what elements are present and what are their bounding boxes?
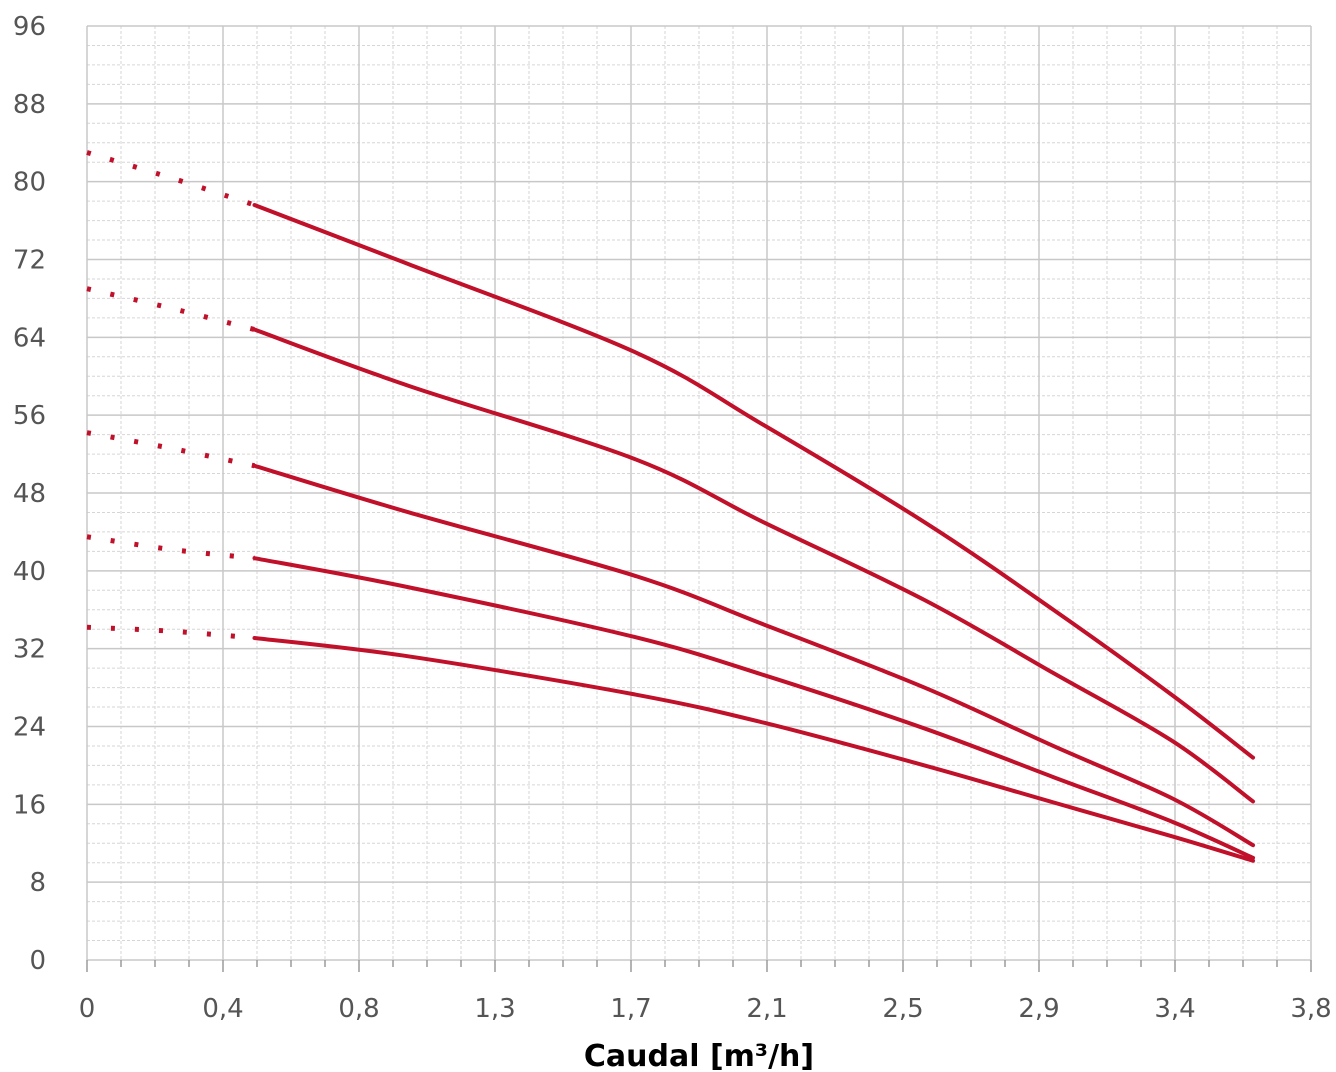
- y-tick-label: 96: [13, 12, 46, 42]
- y-tick-label: 32: [13, 635, 46, 665]
- series-1-line: [252, 203, 1256, 760]
- series-2: [86, 286, 1256, 804]
- series-5: [86, 624, 1256, 863]
- y-tick-label: 80: [13, 168, 46, 198]
- x-tick-label: 2,1: [746, 994, 787, 1024]
- y-tick-label: 8: [29, 868, 46, 898]
- x-tick-label: 2,5: [882, 994, 923, 1024]
- series-3-dotted-line: [86, 430, 256, 469]
- grid: [86, 25, 1312, 972]
- y-axis-ticks: 0 8 16 24 32 40 48 56 64 72 80 88 96: [13, 12, 46, 976]
- x-axis-ticks: 0 0,4 0,8 1,3 1,7 2,1 2,5 2,9 3,4 3,8: [79, 994, 1332, 1024]
- y-tick-label: 88: [13, 90, 46, 120]
- y-tick-label: 24: [13, 713, 46, 743]
- series-4-line: [252, 556, 1256, 860]
- x-tick-label: 2,9: [1018, 994, 1059, 1024]
- y-tick-label: 0: [29, 946, 46, 976]
- y-tick-label: 56: [13, 401, 46, 431]
- series-3: [86, 430, 1256, 848]
- x-tick-label: 0,8: [338, 994, 379, 1024]
- y-tick-label: 72: [13, 246, 46, 276]
- series-layer: [86, 150, 1256, 863]
- x-axis-title: Caudal [m³/h]: [584, 1039, 814, 1072]
- series-1: [86, 150, 1256, 760]
- x-tick-label: 1,3: [474, 994, 515, 1024]
- series-2-line: [252, 327, 1256, 804]
- x-tick-label: 0: [79, 994, 96, 1024]
- series-4: [86, 534, 1256, 860]
- series-2-dotted-line: [86, 286, 256, 332]
- y-tick-label: 48: [13, 479, 46, 509]
- x-tick-label: 0,4: [202, 994, 243, 1024]
- x-tick-label: 1,7: [610, 994, 651, 1024]
- y-tick-label: 64: [13, 323, 46, 353]
- x-tick-label: 3,8: [1290, 994, 1331, 1024]
- series-5-line: [252, 635, 1256, 863]
- y-tick-label: 40: [13, 557, 46, 587]
- series-1-dotted-line: [86, 150, 256, 208]
- series-3-line: [252, 463, 1256, 848]
- x-tick-label: 3,4: [1154, 994, 1195, 1024]
- series-4-dotted-line: [86, 534, 255, 561]
- y-tick-label: 16: [13, 790, 46, 820]
